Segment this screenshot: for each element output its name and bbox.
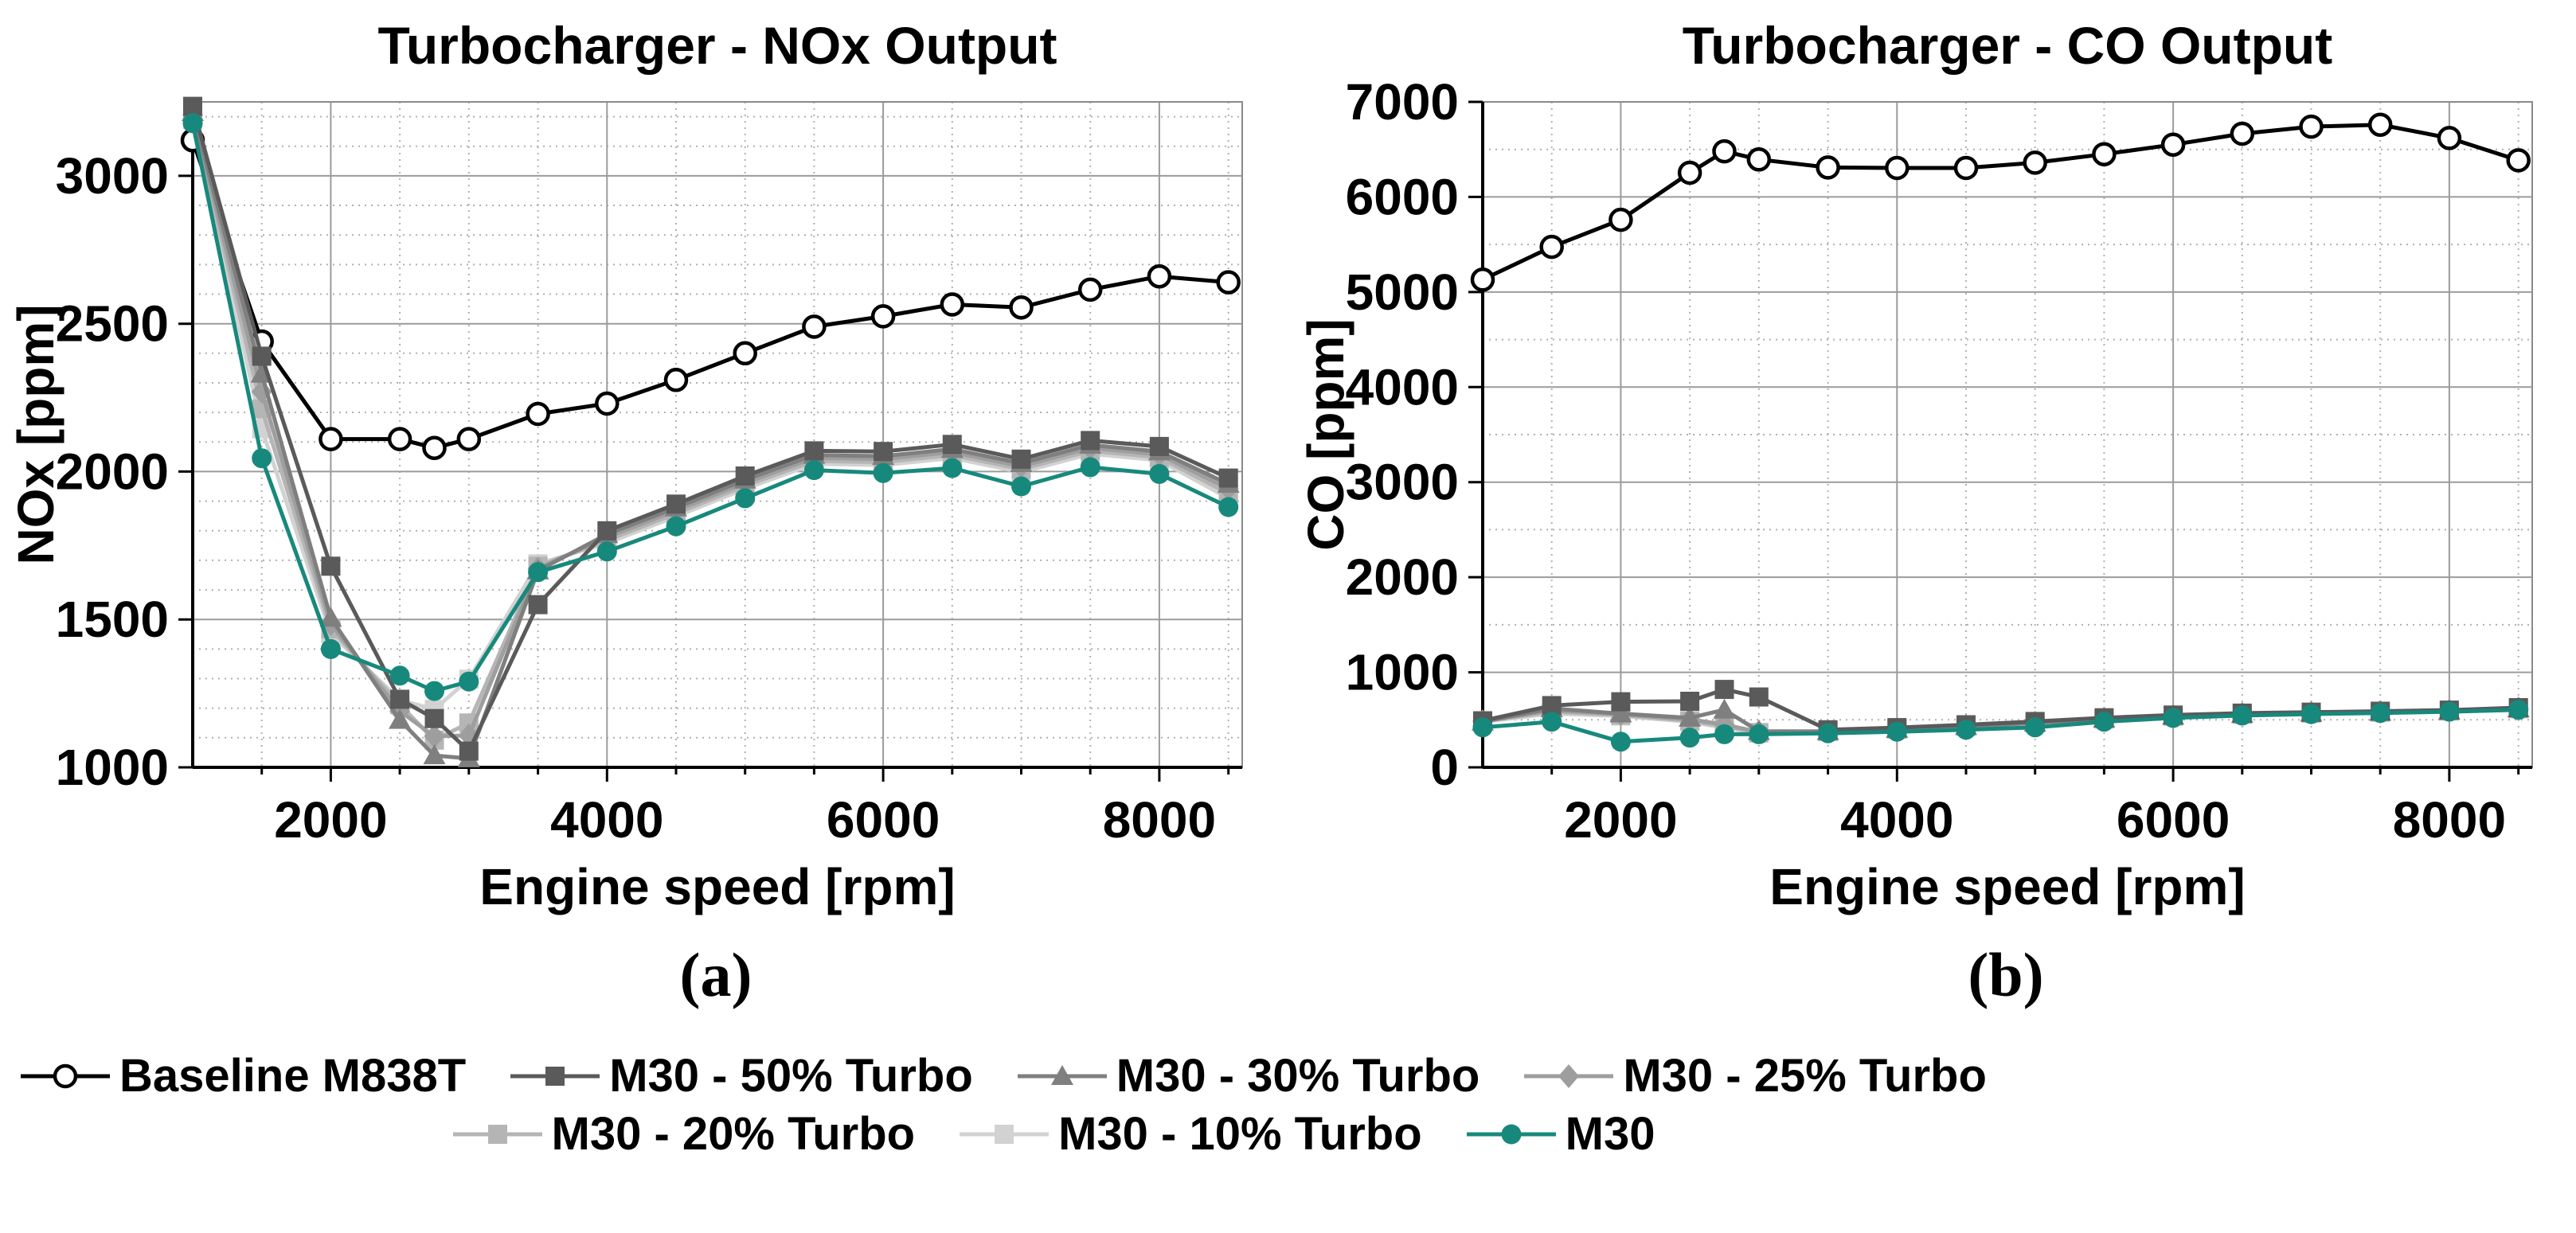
nox-chart-panel: Turbocharger - NOx Output 2000 4000 6000 800… xyxy=(7,6,1276,1011)
series-m30-10-turbo-markers xyxy=(183,110,1238,720)
x-tick-label: 4000 xyxy=(550,791,663,849)
series-m30-10-turbo xyxy=(183,110,1238,720)
panel-a-label: (a) xyxy=(679,940,752,1009)
series-m30-markers xyxy=(1472,700,2529,752)
series-m30-10-turbo-markers xyxy=(1473,699,2528,743)
y-axis-label: CO [ppm] xyxy=(1300,318,1354,551)
co-chart-panel: Turbocharger - CO Output 2000 4000 6000 8000… xyxy=(1297,6,2566,1011)
legend-row-2: M30 - 20% Turbo M30 - 10% Turbo M30 xyxy=(0,1107,2146,1161)
legend-item-m30-50-turbo: M30 - 50% Turbo xyxy=(507,1049,973,1102)
legend-item-label: M30 - 25% Turbo xyxy=(1623,1050,1987,1102)
m30-50-turbo-marker-icon xyxy=(510,1066,600,1086)
series-baseline-m838t xyxy=(1470,112,2531,292)
y-tick-label: 1500 xyxy=(56,591,169,648)
charts-row: Turbocharger - NOx Output 2000 4000 6000 800… xyxy=(7,6,2566,1011)
legend-item-label: M30 - 30% Turbo xyxy=(1116,1050,1480,1102)
y-tick-label: 1000 xyxy=(1346,644,1459,701)
series-baseline-m838t-markers xyxy=(180,128,1241,460)
axes xyxy=(1468,100,2532,782)
legend-item-label: M30 - 10% Turbo xyxy=(1058,1108,1422,1160)
y-tick-label: 2500 xyxy=(56,295,169,353)
series-m30 xyxy=(182,113,1239,701)
legend-item-label: M30 - 20% Turbo xyxy=(551,1108,916,1160)
series-baseline-m838t-line xyxy=(1481,123,2519,282)
legend: Baseline M838T M30 - 50% Turbo M30 - 30% T… xyxy=(0,1049,2576,1161)
y-tick-label: 3000 xyxy=(1346,454,1459,511)
series-baseline-m838t-line xyxy=(190,139,1229,451)
x-tick-label: 4000 xyxy=(1840,791,1953,849)
axes xyxy=(178,102,1242,782)
y-tick-label: 1000 xyxy=(56,739,169,796)
x-tick-label: 6000 xyxy=(2117,791,2230,849)
series-m30-markers xyxy=(182,113,1239,701)
series-m30-50-turbo-markers xyxy=(183,96,1238,761)
y-axis-label: NOx [ppm] xyxy=(10,304,64,564)
legend-item-m30: M30 xyxy=(1464,1107,1655,1161)
chart-title: Turbocharger - CO Output xyxy=(1683,16,2332,75)
y-tick-label: 3000 xyxy=(56,147,169,205)
y-tick-label: 6000 xyxy=(1346,168,1459,225)
legend-item-baseline-m838t: Baseline M838T xyxy=(18,1049,466,1102)
legend-item-m30-25-turbo: M30 - 25% Turbo xyxy=(1521,1049,1987,1102)
m30-20-turbo-marker-icon xyxy=(452,1124,542,1144)
chart-title: Turbocharger - NOx Output xyxy=(377,16,1057,75)
x-tick-label: 8000 xyxy=(1103,791,1216,849)
legend-item-m30-30-turbo: M30 - 30% Turbo xyxy=(1014,1049,1480,1102)
y-tick-label: 0 xyxy=(1430,739,1459,796)
series-m30-line xyxy=(190,123,1229,693)
legend-item-label: Baseline M838T xyxy=(119,1050,467,1102)
series-m30-10-turbo-line xyxy=(190,119,1229,712)
x-tick-label: 8000 xyxy=(2393,791,2506,849)
x-tick-label: 6000 xyxy=(827,791,940,849)
m30-25-turbo-marker-icon xyxy=(1524,1063,1614,1088)
m30-marker-icon xyxy=(1466,1124,1556,1144)
series-baseline-m838t xyxy=(180,128,1241,460)
gridlines xyxy=(1482,101,2533,768)
co-chart-svg: Turbocharger - CO Output 2000 4000 6000 8000… xyxy=(1297,16,2533,915)
legend-item-m30-10-turbo: M30 - 10% Turbo xyxy=(956,1107,1422,1161)
m30-10-turbo-marker-icon xyxy=(960,1124,1050,1144)
x-axis-label: Engine speed [rpm] xyxy=(1769,858,2245,915)
baseline-m838t-marker-icon xyxy=(21,1063,110,1088)
series-m30-30-turbo-line xyxy=(190,111,1229,761)
series-m30-50-turbo-line xyxy=(1482,687,2519,732)
x-tick-label: 2000 xyxy=(274,791,387,849)
y-tick-label: 4000 xyxy=(1346,358,1459,416)
series-m30-50-turbo xyxy=(183,96,1238,761)
legend-item-m30-20-turbo: M30 - 20% Turbo xyxy=(450,1107,916,1161)
y-tick-label: 2000 xyxy=(1346,548,1459,606)
y-tick-label: 5000 xyxy=(1346,263,1459,321)
legend-item-label: M30 - 50% Turbo xyxy=(609,1050,973,1102)
series-m30-10-turbo xyxy=(1473,699,2528,743)
m30-30-turbo-marker-icon xyxy=(1017,1064,1107,1085)
y-tick-label: 7000 xyxy=(1346,73,1459,131)
series-baseline-m838t-markers xyxy=(1470,112,2531,292)
series-m30 xyxy=(1472,700,2529,752)
x-axis-label: Engine speed [rpm] xyxy=(479,858,955,915)
x-tick-label: 2000 xyxy=(1564,791,1677,849)
nox-chart-svg: Turbocharger - NOx Output 2000 4000 6000 800… xyxy=(7,16,1243,915)
legend-item-label: M30 xyxy=(1565,1108,1655,1160)
panel-b-label: (b) xyxy=(1968,940,2044,1009)
legend-row-1: Baseline M838T M30 - 50% Turbo M30 - 30% T… xyxy=(0,1049,2576,1102)
y-tick-label: 2000 xyxy=(56,443,169,500)
